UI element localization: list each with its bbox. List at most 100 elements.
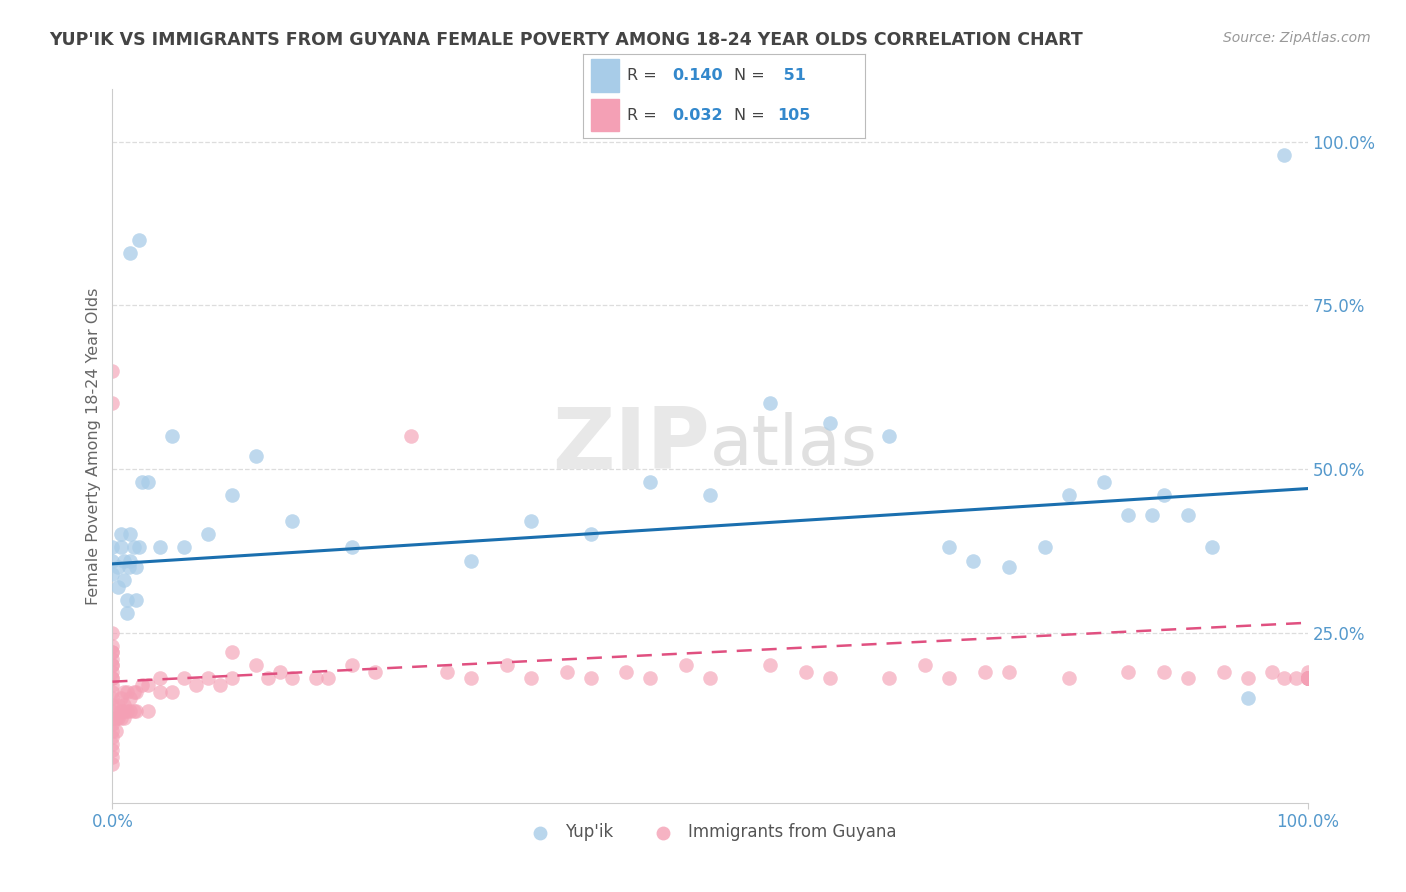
Point: [460, 672, 482, 686]
Point: [998, 560, 1021, 574]
Point: [1261, 665, 1284, 679]
Point: [1296, 672, 1319, 686]
Point: [107, 580, 129, 594]
Point: [1237, 672, 1260, 686]
Bar: [591, 60, 619, 92]
Point: [962, 553, 984, 567]
Point: [107, 711, 129, 725]
Point: [122, 684, 145, 698]
Point: [101, 566, 124, 581]
Point: [616, 665, 638, 679]
Point: [221, 645, 243, 659]
Point: [1153, 665, 1175, 679]
Text: ZIP: ZIP: [553, 404, 710, 488]
Text: 0.032: 0.032: [672, 108, 723, 123]
Point: [1057, 672, 1080, 686]
Point: [114, 711, 135, 725]
Y-axis label: Female Poverty Among 18-24 Year Olds: Female Poverty Among 18-24 Year Olds: [86, 287, 101, 605]
Point: [1285, 672, 1308, 686]
Point: [1118, 665, 1140, 679]
Point: [1177, 508, 1199, 522]
Point: [101, 625, 124, 640]
Point: [1033, 541, 1056, 555]
Point: [162, 429, 183, 443]
Point: [460, 553, 482, 567]
Point: [401, 429, 423, 443]
Text: YUP'IK VS IMMIGRANTS FROM GUYANA FEMALE POVERTY AMONG 18-24 YEAR OLDS CORRELATIO: YUP'IK VS IMMIGRANTS FROM GUYANA FEMALE …: [49, 31, 1083, 49]
Text: N =: N =: [734, 108, 765, 123]
Point: [364, 665, 387, 679]
Point: [938, 541, 960, 555]
Point: [125, 684, 148, 698]
Point: [131, 678, 153, 692]
Point: [209, 678, 232, 692]
Point: [1296, 672, 1319, 686]
Point: [138, 475, 160, 489]
Point: [938, 672, 960, 686]
Point: [1296, 672, 1319, 686]
Point: [1296, 672, 1319, 686]
Point: [1296, 665, 1319, 679]
Point: [1296, 672, 1319, 686]
Point: [496, 658, 519, 673]
Point: [125, 560, 148, 574]
Point: [125, 592, 148, 607]
Point: [1237, 691, 1260, 706]
Point: [818, 672, 841, 686]
Point: [114, 573, 135, 587]
Point: [879, 672, 901, 686]
Point: [173, 672, 195, 686]
Point: [640, 672, 662, 686]
Point: [221, 488, 243, 502]
Text: atlas: atlas: [710, 412, 877, 480]
Point: [101, 553, 124, 567]
Point: [173, 541, 195, 555]
Point: [818, 416, 841, 430]
Text: N =: N =: [734, 68, 765, 83]
Point: [115, 704, 138, 718]
Point: [1296, 672, 1319, 686]
Point: [101, 645, 124, 659]
Point: [197, 527, 219, 541]
Point: [1296, 672, 1319, 686]
Point: [340, 541, 363, 555]
Point: [101, 691, 124, 706]
Point: [120, 245, 142, 260]
Point: [998, 665, 1021, 679]
Point: [1213, 665, 1236, 679]
Point: [122, 704, 145, 718]
Point: [1177, 672, 1199, 686]
Point: [101, 711, 124, 725]
Point: [110, 711, 132, 725]
Point: [105, 711, 128, 725]
Point: [115, 606, 138, 620]
Text: 0.140: 0.140: [672, 68, 723, 83]
Point: [699, 488, 721, 502]
Point: [520, 672, 543, 686]
Point: [101, 645, 124, 659]
Point: [1296, 672, 1319, 686]
Point: [555, 665, 578, 679]
Text: R =: R =: [627, 68, 662, 83]
Point: [120, 691, 142, 706]
Point: [131, 475, 153, 489]
Point: [281, 672, 304, 686]
Point: [114, 698, 135, 712]
Point: [101, 684, 124, 698]
Point: [101, 756, 124, 771]
Point: [101, 639, 124, 653]
Point: [305, 672, 328, 686]
Point: [640, 475, 662, 489]
Point: [114, 704, 135, 718]
Point: [1296, 672, 1319, 686]
Point: [101, 750, 124, 764]
Point: [101, 743, 124, 757]
Point: [162, 684, 183, 698]
Point: [101, 364, 124, 378]
Point: [1153, 488, 1175, 502]
Point: [1118, 508, 1140, 522]
Point: [101, 678, 124, 692]
Point: [138, 704, 160, 718]
Point: [115, 592, 138, 607]
Bar: [591, 99, 619, 131]
